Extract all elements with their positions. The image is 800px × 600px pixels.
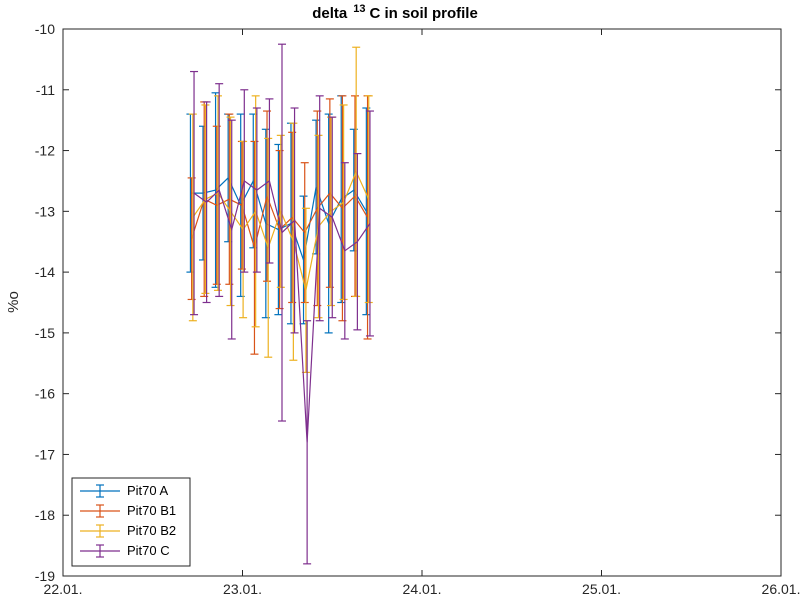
title-prefix: delta bbox=[312, 5, 348, 22]
ticks-layer: 22.01. 23.01. 24.01. 25.01. 26.01. -10 -11 -12 -… bbox=[35, 21, 800, 597]
legend-label: Pit70 C bbox=[127, 543, 170, 558]
legend-label: Pit70 A bbox=[127, 483, 169, 498]
y-tick-label: -10 bbox=[35, 21, 55, 37]
legend-label: Pit70 B2 bbox=[127, 523, 176, 538]
series-3 bbox=[188, 46, 373, 373]
series-4 bbox=[190, 43, 374, 565]
chart-title: delta 13 C in soil profile bbox=[312, 3, 478, 22]
series-line bbox=[191, 192, 369, 251]
series-line bbox=[193, 179, 371, 443]
y-tick-label: -14 bbox=[35, 264, 55, 280]
y-tick-label: -12 bbox=[35, 143, 55, 159]
x-tick-label: 25.01. bbox=[582, 581, 621, 597]
y-axis-label: %o bbox=[5, 291, 22, 313]
x-tick-label: 24.01. bbox=[403, 581, 442, 597]
x-tick-label: 26.01. bbox=[762, 581, 800, 597]
y-tick-label: -16 bbox=[35, 386, 55, 402]
series-layer bbox=[186, 43, 374, 565]
series-2 bbox=[187, 95, 372, 355]
y-tick-label: -15 bbox=[35, 325, 55, 341]
series-1 bbox=[186, 92, 371, 334]
y-tick-label: -17 bbox=[35, 446, 55, 462]
y-tick-label: -13 bbox=[35, 203, 55, 219]
y-tick-label: -11 bbox=[36, 82, 55, 98]
title-superscript: 13 bbox=[353, 3, 365, 15]
title-suffix: C in soil profile bbox=[369, 5, 477, 22]
legend-label: Pit70 B1 bbox=[127, 503, 176, 518]
legend: Pit70 A Pit70 B1 Pit70 B2 Pit70 C bbox=[71, 477, 191, 567]
y-tick-label: -18 bbox=[35, 507, 55, 523]
x-tick-label: 23.01. bbox=[223, 581, 262, 597]
y-tick-label: -19 bbox=[35, 568, 55, 584]
x-tick-label: 22.01. bbox=[44, 581, 83, 597]
